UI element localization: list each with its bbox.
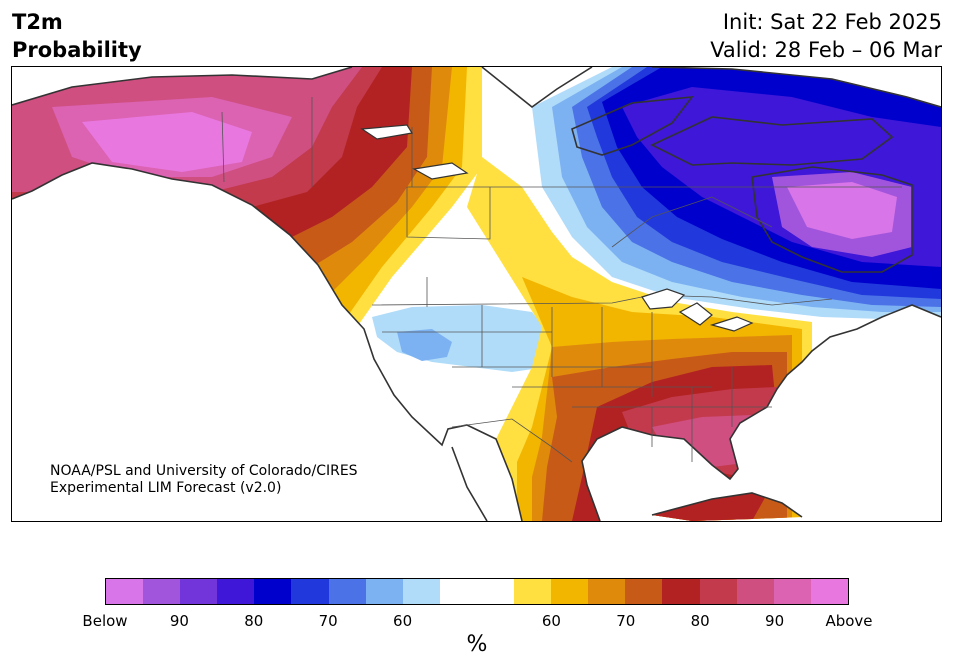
colorbar-tick-label: 60 xyxy=(393,612,413,630)
probability-map: NOAA/PSL and University of Colorado/CIRE… xyxy=(11,66,942,522)
colorbar-tick-label: 80 xyxy=(244,612,264,630)
colorbar-segment xyxy=(439,579,477,604)
colorbar-segment xyxy=(662,579,700,604)
valid-date: Valid: 28 Feb – 06 Mar xyxy=(710,38,942,62)
colorbar-segment xyxy=(476,579,515,604)
colorbar-tick-label: 70 xyxy=(616,612,636,630)
colorbar-segment xyxy=(810,579,848,604)
colorbar-segment xyxy=(514,579,552,604)
colorbar-segment xyxy=(551,579,589,604)
colorbar-unit: % xyxy=(466,632,488,657)
colorbar-segment xyxy=(736,579,774,604)
colorbar-segment xyxy=(180,579,218,604)
colorbar-segment xyxy=(106,579,144,604)
colorbar-tick-label: 90 xyxy=(169,612,189,630)
colorbar-segment xyxy=(699,579,737,604)
coastlines xyxy=(12,67,941,521)
colorbar-segment xyxy=(773,579,811,604)
colorbar-segment xyxy=(365,579,403,604)
init-date: Init: Sat 22 Feb 2025 xyxy=(722,10,942,34)
forecast-dates: Init: Sat 22 Feb 2025 Valid: 28 Feb – 06… xyxy=(710,8,942,64)
colorbar-tick-label: 60 xyxy=(541,612,561,630)
colorbar-segment xyxy=(588,579,626,604)
colorbar-tick-label: 70 xyxy=(318,612,338,630)
colorbar-segment xyxy=(328,579,366,604)
colorbar-segment xyxy=(625,579,663,604)
colorbar-segment xyxy=(217,579,255,604)
colorbar-ticks: Below 90 80 70 60 60 70 80 90 Above xyxy=(82,612,872,632)
colorbar-segment xyxy=(143,579,181,604)
colorbar-tick-label: 90 xyxy=(765,612,785,630)
credit-line-2: Experimental LIM Forecast (v2.0) xyxy=(50,480,281,496)
map-canvas: NOAA/PSL and University of Colorado/CIRE… xyxy=(12,67,941,521)
credit-line-1: NOAA/PSL and University of Colorado/CIRE… xyxy=(50,463,358,479)
chart-title: T2m Probability xyxy=(12,8,142,64)
probability-field xyxy=(12,67,941,521)
colorbar-segment xyxy=(291,579,329,604)
colorbar-tick-label: Below xyxy=(82,612,128,630)
colorbar-segment xyxy=(402,579,440,604)
great-lakes xyxy=(360,124,754,332)
colorbar-tick-label: Above xyxy=(825,612,873,630)
colorbar-tick-label: 80 xyxy=(690,612,710,630)
title-line-type: Probability xyxy=(12,38,142,62)
colorbar xyxy=(105,578,849,605)
colorbar-segment xyxy=(254,579,292,604)
title-line-variable: T2m xyxy=(12,10,63,34)
